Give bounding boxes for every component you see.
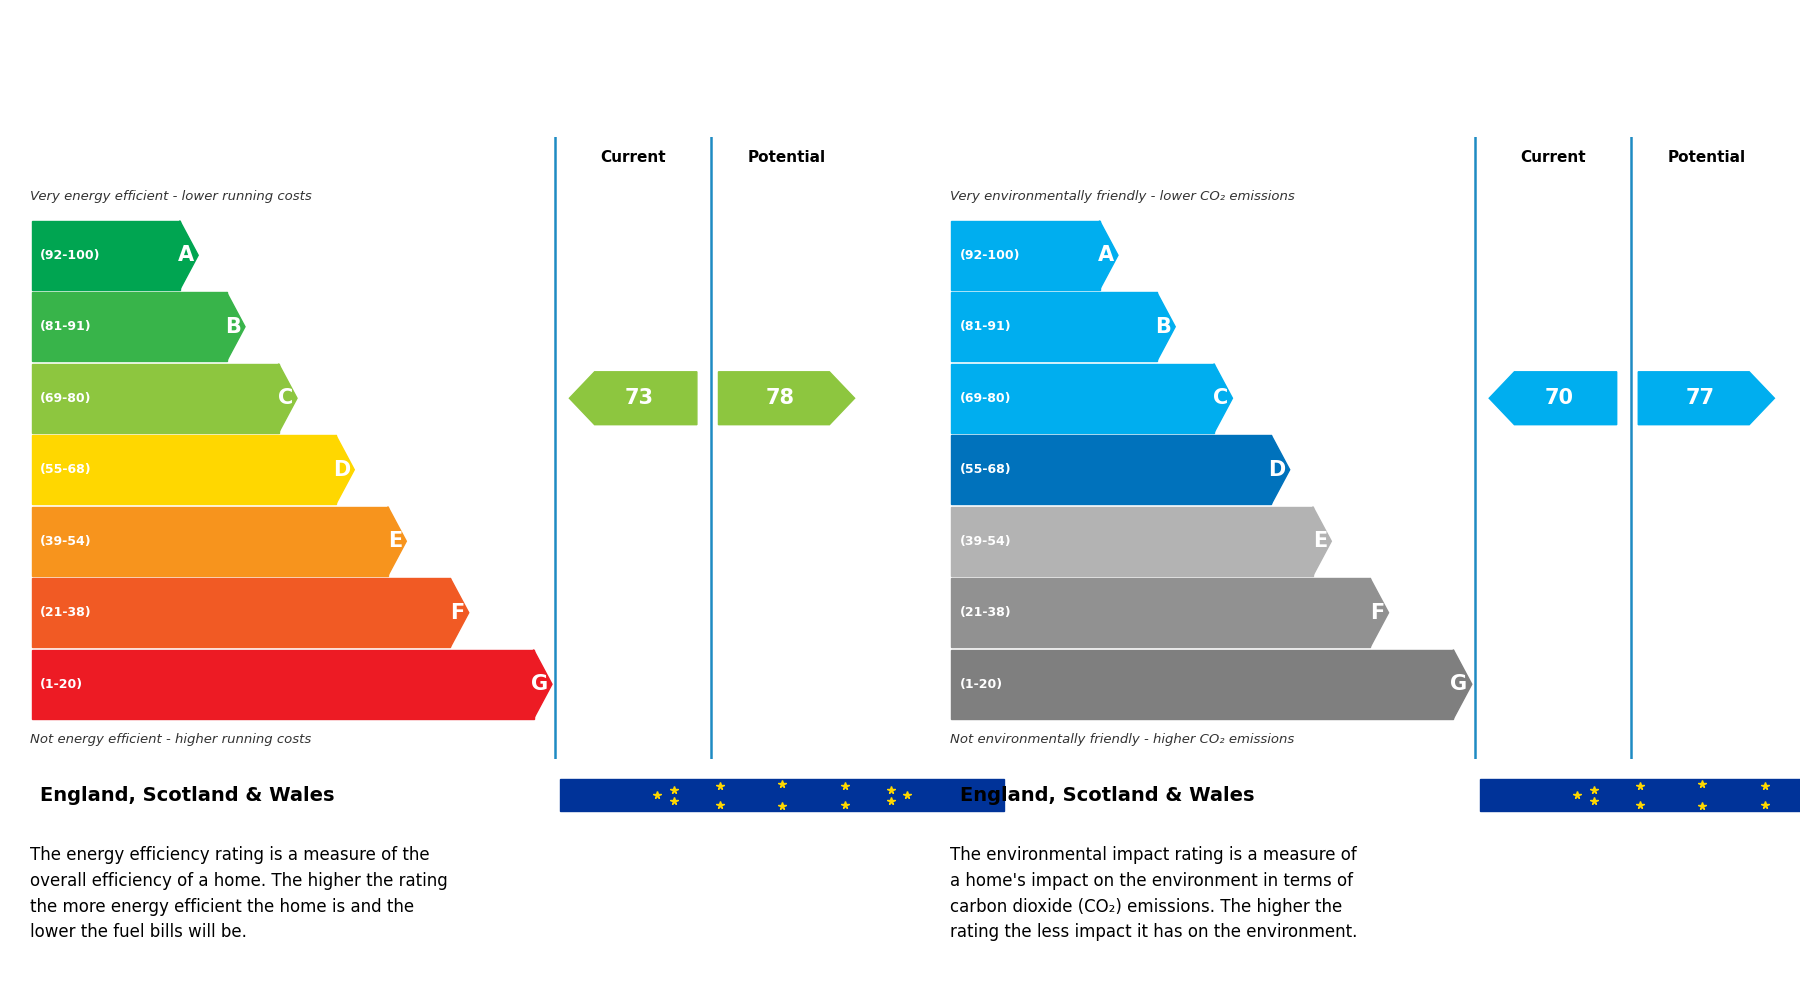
Polygon shape bbox=[1453, 649, 1472, 719]
Polygon shape bbox=[337, 435, 355, 504]
Polygon shape bbox=[279, 364, 297, 432]
Text: The environmental impact rating is a measure of
a home's impact on the environme: The environmental impact rating is a mea… bbox=[950, 847, 1357, 941]
Bar bbox=[32, 292, 227, 361]
Polygon shape bbox=[1489, 372, 1616, 424]
Text: Energy Efficiency Rating: Energy Efficiency Rating bbox=[38, 88, 401, 114]
Text: D: D bbox=[333, 460, 349, 480]
Text: (92-100): (92-100) bbox=[959, 249, 1021, 262]
Text: (39-54): (39-54) bbox=[959, 534, 1012, 547]
Polygon shape bbox=[227, 292, 245, 361]
Text: 73: 73 bbox=[625, 388, 653, 408]
Text: A: A bbox=[178, 245, 194, 265]
Text: Environmental Impact (CO₂) Rating: Environmental Impact (CO₂) Rating bbox=[958, 88, 1480, 114]
Bar bbox=[1480, 779, 1800, 810]
Text: B: B bbox=[1156, 317, 1172, 337]
Text: G: G bbox=[531, 674, 547, 695]
Text: D: D bbox=[1269, 460, 1285, 480]
Text: Not environmentally friendly - higher CO₂ emissions: Not environmentally friendly - higher CO… bbox=[950, 734, 1294, 747]
Polygon shape bbox=[450, 579, 468, 647]
Text: (1-20): (1-20) bbox=[40, 677, 83, 690]
Text: Current: Current bbox=[601, 150, 666, 165]
Text: (21-38): (21-38) bbox=[959, 606, 1012, 619]
Text: 78: 78 bbox=[765, 388, 796, 408]
Text: Not energy efficient - higher running costs: Not energy efficient - higher running co… bbox=[31, 734, 311, 747]
Text: Very energy efficient - lower running costs: Very energy efficient - lower running co… bbox=[31, 190, 311, 203]
Text: EU Directive
2002/91/EC: EU Directive 2002/91/EC bbox=[576, 780, 659, 810]
Polygon shape bbox=[180, 221, 198, 290]
Text: (55-68): (55-68) bbox=[959, 464, 1012, 476]
Bar bbox=[32, 435, 337, 504]
Text: Potential: Potential bbox=[747, 150, 826, 165]
Polygon shape bbox=[1271, 435, 1291, 504]
Text: (39-54): (39-54) bbox=[40, 534, 92, 547]
Polygon shape bbox=[1312, 507, 1332, 576]
Text: (92-100): (92-100) bbox=[40, 249, 101, 262]
Polygon shape bbox=[387, 507, 407, 576]
Bar bbox=[32, 364, 279, 432]
Polygon shape bbox=[569, 372, 697, 424]
Text: (1-20): (1-20) bbox=[959, 677, 1003, 690]
Text: F: F bbox=[1370, 603, 1384, 623]
Text: Current: Current bbox=[1521, 150, 1586, 165]
Bar bbox=[952, 649, 1453, 719]
Polygon shape bbox=[1213, 364, 1233, 432]
Text: Potential: Potential bbox=[1667, 150, 1746, 165]
Bar bbox=[32, 649, 533, 719]
Polygon shape bbox=[1157, 292, 1175, 361]
Text: (55-68): (55-68) bbox=[40, 464, 92, 476]
Text: The energy efficiency rating is a measure of the
overall efficiency of a home. T: The energy efficiency rating is a measur… bbox=[31, 847, 448, 941]
Bar bbox=[952, 507, 1312, 576]
Text: England, Scotland & Wales: England, Scotland & Wales bbox=[959, 785, 1255, 804]
Text: G: G bbox=[1451, 674, 1467, 695]
Text: C: C bbox=[277, 388, 293, 408]
Bar bbox=[952, 435, 1271, 504]
Bar bbox=[952, 221, 1100, 290]
Polygon shape bbox=[533, 649, 553, 719]
Bar bbox=[32, 221, 180, 290]
Text: (69-80): (69-80) bbox=[40, 392, 92, 405]
Text: B: B bbox=[225, 317, 241, 337]
Text: (81-91): (81-91) bbox=[40, 321, 92, 334]
Text: (69-80): (69-80) bbox=[959, 392, 1012, 405]
Text: E: E bbox=[1312, 531, 1327, 551]
Polygon shape bbox=[1370, 579, 1388, 647]
Polygon shape bbox=[1100, 221, 1118, 290]
Bar bbox=[952, 364, 1213, 432]
Text: (81-91): (81-91) bbox=[959, 321, 1012, 334]
Text: Very environmentally friendly - lower CO₂ emissions: Very environmentally friendly - lower CO… bbox=[950, 190, 1294, 203]
Bar bbox=[32, 579, 450, 647]
Bar bbox=[952, 579, 1370, 647]
Text: F: F bbox=[450, 603, 464, 623]
Bar bbox=[560, 779, 1004, 810]
Text: C: C bbox=[1213, 388, 1228, 408]
Bar bbox=[952, 292, 1157, 361]
Text: England, Scotland & Wales: England, Scotland & Wales bbox=[40, 785, 335, 804]
Text: EU Directive
2002/91/EC: EU Directive 2002/91/EC bbox=[1496, 780, 1579, 810]
Polygon shape bbox=[1638, 372, 1775, 424]
Text: E: E bbox=[387, 531, 401, 551]
Text: (21-38): (21-38) bbox=[40, 606, 92, 619]
Text: 70: 70 bbox=[1544, 388, 1573, 408]
Text: A: A bbox=[1098, 245, 1114, 265]
Polygon shape bbox=[718, 372, 855, 424]
Bar bbox=[32, 507, 387, 576]
Text: 77: 77 bbox=[1685, 388, 1715, 408]
